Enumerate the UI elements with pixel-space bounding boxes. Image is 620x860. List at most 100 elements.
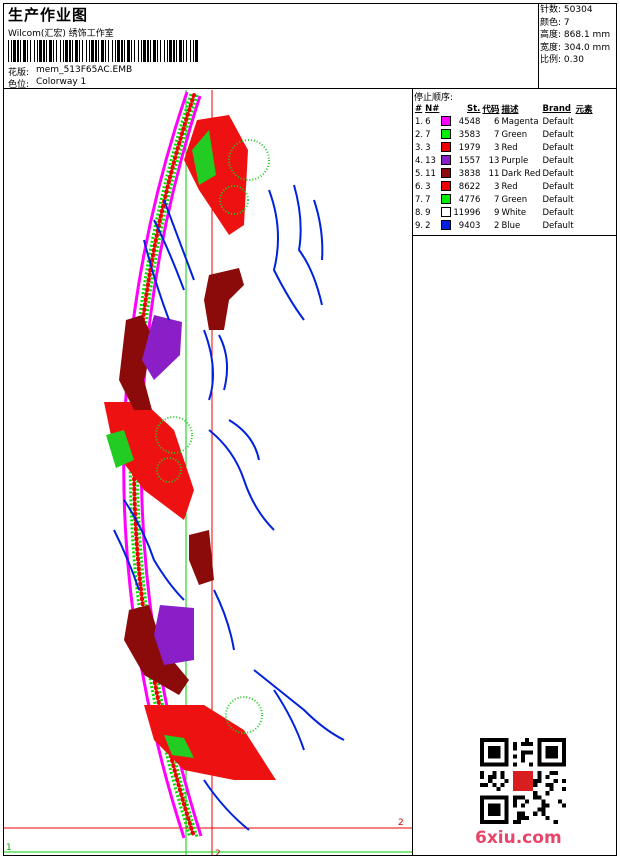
page-title: 生产作业图 xyxy=(8,6,89,24)
row-seq: 7 xyxy=(425,129,431,140)
stop-sequence-title: 停止顺序: xyxy=(414,93,454,103)
row-element xyxy=(575,193,594,206)
marker-2-right: 2 xyxy=(398,818,404,828)
row-swatch xyxy=(440,115,452,128)
row-seq: 9 xyxy=(425,207,431,218)
row-code: 7 xyxy=(494,194,500,205)
row-index: 6. xyxy=(415,181,424,192)
flower-motif-middle xyxy=(104,402,194,520)
row-swatch xyxy=(440,141,452,154)
stat-width: 宽度: 304.0 mm xyxy=(540,42,611,53)
row-element xyxy=(575,167,594,180)
col-index: # xyxy=(415,103,423,114)
row-stitches: 4776 xyxy=(458,194,481,205)
dark-red-motifs xyxy=(119,268,244,695)
row-seq: 7 xyxy=(425,194,431,205)
row-desc: Red xyxy=(501,181,518,192)
row-swatch xyxy=(440,167,452,180)
color-swatch xyxy=(441,207,452,218)
row-swatch xyxy=(440,219,452,232)
row-brand: Default xyxy=(542,220,574,231)
row-code: 3 xyxy=(494,181,500,192)
row-element xyxy=(575,128,594,141)
stat-stitches: 针数: 50304 xyxy=(540,5,593,15)
color-swatch xyxy=(441,116,452,127)
row-stitches: 3838 xyxy=(458,168,481,179)
row-code: 13 xyxy=(488,155,500,166)
col-code: 代码 xyxy=(482,104,500,115)
color-swatch xyxy=(441,142,452,153)
row-brand: Default xyxy=(542,207,574,218)
row-element xyxy=(575,141,594,154)
row-stitches: 1557 xyxy=(458,155,481,166)
row-swatch xyxy=(440,154,452,167)
marker-2-bottom: 2 xyxy=(215,849,221,855)
row-element xyxy=(575,180,594,193)
page-frame xyxy=(3,3,617,856)
row-desc: Blue xyxy=(501,220,521,231)
color-swatch xyxy=(441,220,452,231)
purple-motifs xyxy=(142,315,194,665)
row-seq: 11 xyxy=(425,168,436,179)
col-desc: 描述 xyxy=(501,104,519,115)
border-green-inner xyxy=(136,94,199,838)
row-element xyxy=(575,206,594,219)
row-seq: 2 xyxy=(425,220,431,231)
row-brand: Default xyxy=(542,116,574,127)
row-index: 1. xyxy=(415,116,424,127)
design-label: 花版: xyxy=(8,68,30,78)
colorway-label: 色位: xyxy=(8,80,30,90)
col-element: 元素 xyxy=(575,104,593,115)
flower-motif-top xyxy=(184,115,270,235)
table-row: 9. 2 9403 2 Blue Default xyxy=(414,219,594,232)
marker-1: 1 xyxy=(6,843,12,853)
row-index: 5. xyxy=(415,168,424,179)
col-brand: Brand xyxy=(542,103,572,114)
blue-wave-strokes xyxy=(113,184,345,831)
row-stitches: 11996 xyxy=(453,207,481,218)
row-brand: Default xyxy=(542,129,574,140)
table-row: 8. 9 11996 9 White Default xyxy=(414,206,594,219)
stats-panel: 针数: 50304 颜色: 7 高度: 868.1 mm 宽度: 304.0 m… xyxy=(540,4,616,67)
table-row: 4. 13 1557 13 Purple Default xyxy=(414,154,594,167)
row-swatch xyxy=(440,128,452,141)
color-swatch xyxy=(441,129,452,140)
row-brand: Default xyxy=(542,181,574,192)
header-divider xyxy=(538,3,539,88)
row-element xyxy=(575,154,594,167)
qr-center-logo xyxy=(512,770,534,792)
stat-height: 高度: 868.1 mm xyxy=(540,30,611,40)
table-bottom-line xyxy=(412,235,617,236)
color-swatch xyxy=(441,168,452,179)
row-code: 3 xyxy=(494,142,500,153)
row-stitches: 3583 xyxy=(458,129,481,140)
row-brand: Default xyxy=(542,194,574,205)
row-brand: Default xyxy=(542,142,574,153)
row-desc: White xyxy=(501,207,527,218)
row-seq: 13 xyxy=(425,155,436,166)
row-brand: Default xyxy=(542,155,574,166)
stat-scale: 比例: 0.30 xyxy=(540,55,584,65)
row-index: 3. xyxy=(415,142,424,153)
table-row: 7. 7 4776 7 Green Default xyxy=(414,193,594,206)
table-row: 1. 6 4548 6 Magenta Default xyxy=(414,115,594,128)
row-brand: Default xyxy=(542,168,574,179)
header: 生产作业图 Wilcom(汇宏) 绣饰工作室 花版: mem_513F65AC.… xyxy=(4,4,536,90)
qr-code xyxy=(480,738,566,824)
flower-motif-bottom xyxy=(144,696,276,780)
row-code: 2 xyxy=(494,220,500,231)
row-desc: Dark Red xyxy=(501,168,541,179)
header-bottom-line xyxy=(3,88,617,89)
barcode xyxy=(8,40,198,62)
row-seq: 3 xyxy=(425,142,431,153)
company-name: Wilcom(汇宏) 绣饰工作室 xyxy=(8,29,114,39)
row-code: 6 xyxy=(494,116,500,127)
row-stitches: 8622 xyxy=(458,181,481,192)
watermark-logo: 6xiu.com xyxy=(475,828,562,848)
row-index: 7. xyxy=(415,194,424,205)
row-element xyxy=(575,219,594,232)
row-stitches: 1979 xyxy=(458,142,481,153)
row-stitches: 4548 xyxy=(458,116,481,127)
row-code: 7 xyxy=(494,129,500,140)
col-seq: N# xyxy=(425,103,440,114)
